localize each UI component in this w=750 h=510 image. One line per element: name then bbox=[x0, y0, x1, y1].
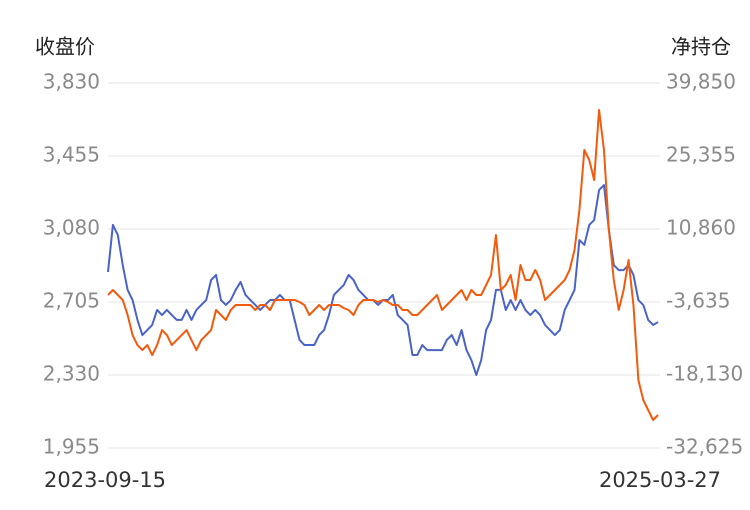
y-tick-label: 3,830 bbox=[43, 70, 100, 94]
series-line bbox=[107, 184, 659, 376]
y2-tick-label: -18,130 bbox=[666, 362, 743, 386]
y2-tick-label: 10,860 bbox=[666, 216, 736, 240]
y-tick-label: 1,955 bbox=[43, 435, 100, 459]
x-tick-label: 2025-03-27 bbox=[599, 468, 721, 492]
x-tick-label: 2023-09-15 bbox=[44, 468, 166, 492]
y2-tick-label: -3,635 bbox=[666, 289, 730, 313]
y-tick-label: 3,455 bbox=[43, 143, 100, 167]
y2-tick-label: 25,355 bbox=[666, 143, 736, 167]
y-tick-label: 3,080 bbox=[43, 216, 100, 240]
y2-tick-label: 39,850 bbox=[666, 70, 736, 94]
y-axis-title: 收盘价 bbox=[35, 35, 95, 59]
y2-tick-label: -32,625 bbox=[666, 435, 743, 459]
y-tick-label: 2,330 bbox=[43, 362, 100, 386]
series-line bbox=[107, 109, 659, 421]
y-tick-label: 2,705 bbox=[43, 289, 100, 313]
y2-axis-title: 净持仓 bbox=[671, 35, 731, 59]
